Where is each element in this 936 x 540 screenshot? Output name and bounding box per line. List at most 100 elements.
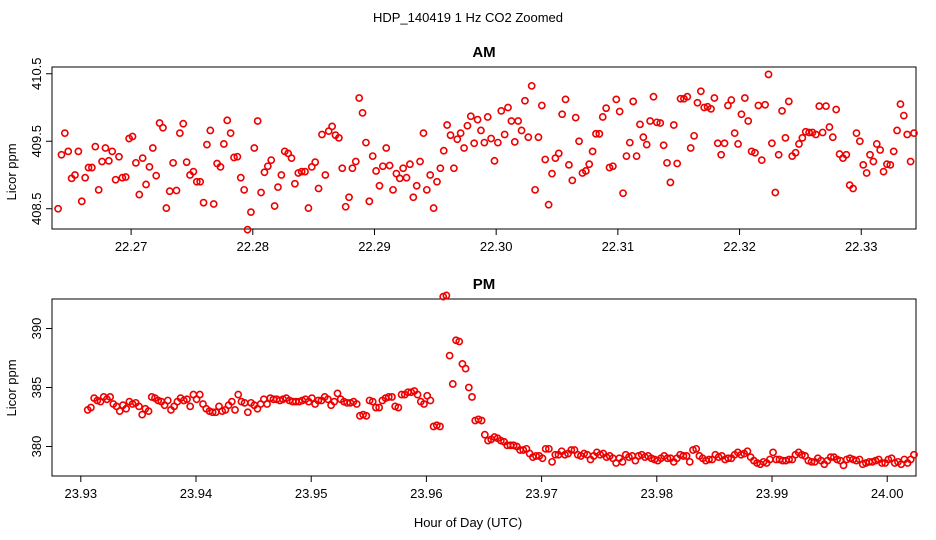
data-point bbox=[537, 101, 546, 110]
x-tick-label: 23.96 bbox=[410, 486, 443, 501]
y-tick-label: 380 bbox=[29, 436, 44, 458]
data-point bbox=[412, 181, 421, 190]
data-point bbox=[822, 102, 830, 111]
data-point bbox=[595, 129, 604, 138]
data-point bbox=[832, 105, 841, 114]
data-point bbox=[122, 404, 131, 413]
data-point bbox=[696, 87, 705, 96]
data-point bbox=[436, 422, 444, 431]
data-point bbox=[413, 390, 422, 399]
data-point bbox=[866, 150, 874, 159]
data-point bbox=[761, 100, 770, 109]
data-point bbox=[470, 139, 479, 148]
data-point bbox=[227, 397, 236, 406]
data-point bbox=[889, 147, 898, 156]
x-tick-label: 23.95 bbox=[295, 486, 328, 501]
data-point bbox=[514, 117, 523, 125]
data-point bbox=[477, 126, 485, 135]
data-point bbox=[206, 126, 215, 135]
data-point bbox=[575, 137, 583, 146]
data-point bbox=[785, 455, 793, 464]
panel-am-ylabel: Licor ppm bbox=[4, 143, 19, 200]
data-point bbox=[388, 393, 396, 401]
data-point bbox=[693, 98, 702, 107]
data-point bbox=[521, 96, 529, 105]
data-point bbox=[394, 403, 403, 412]
data-point bbox=[649, 92, 658, 101]
y-tick-label: 390 bbox=[29, 318, 44, 340]
panel-am: AM Licor ppm 22.27 22.28 22.29 22.30 22.31 22… bbox=[4, 44, 918, 254]
data-point bbox=[602, 104, 611, 113]
data-point bbox=[277, 171, 286, 179]
data-point bbox=[625, 138, 634, 147]
data-point bbox=[592, 129, 600, 138]
data-point bbox=[524, 133, 533, 142]
data-point bbox=[71, 171, 79, 179]
data-point bbox=[148, 144, 157, 152]
data-point bbox=[906, 157, 915, 166]
data-point bbox=[534, 133, 543, 142]
y-tick-label: 410.5 bbox=[29, 57, 44, 90]
data-point bbox=[798, 133, 807, 142]
data-point bbox=[612, 95, 621, 104]
data-point bbox=[903, 130, 912, 139]
data-point bbox=[362, 138, 370, 147]
data-point bbox=[724, 101, 732, 110]
x-axis-label: Hour of Day (UTC) bbox=[414, 515, 522, 530]
data-point bbox=[883, 160, 891, 169]
data-point bbox=[682, 452, 691, 460]
data-point bbox=[878, 459, 886, 467]
data-point bbox=[676, 94, 685, 103]
data-point bbox=[131, 158, 140, 167]
data-point bbox=[544, 444, 553, 453]
data-point bbox=[297, 167, 306, 176]
data-point bbox=[737, 110, 746, 119]
data-point bbox=[323, 395, 332, 404]
data-point bbox=[91, 142, 100, 151]
x-tick-label: 22.33 bbox=[845, 239, 878, 254]
data-point bbox=[720, 139, 729, 148]
data-point bbox=[115, 407, 124, 415]
data-point bbox=[219, 140, 228, 148]
data-point bbox=[81, 173, 90, 182]
data-point bbox=[493, 138, 502, 147]
data-point bbox=[531, 185, 539, 194]
data-point bbox=[541, 444, 550, 453]
data-point bbox=[382, 144, 391, 152]
data-point bbox=[717, 150, 726, 159]
data-point bbox=[751, 148, 759, 157]
data-point bbox=[548, 457, 556, 466]
data-point bbox=[527, 82, 536, 90]
y-tick-label: 385 bbox=[29, 377, 44, 399]
data-point bbox=[629, 97, 638, 106]
data-point bbox=[507, 117, 516, 125]
data-point bbox=[497, 106, 506, 115]
data-point bbox=[811, 130, 820, 139]
data-point bbox=[106, 393, 115, 401]
data-point bbox=[825, 123, 834, 131]
data-point bbox=[233, 152, 242, 161]
data-point bbox=[468, 393, 476, 401]
data-point bbox=[443, 121, 452, 129]
data-point bbox=[87, 403, 95, 412]
data-point bbox=[859, 160, 868, 169]
data-point bbox=[243, 408, 252, 417]
data-point bbox=[855, 137, 864, 146]
data-point bbox=[899, 111, 908, 120]
data-point bbox=[490, 156, 499, 165]
data-point bbox=[216, 162, 225, 171]
data-point bbox=[818, 128, 827, 137]
data-point bbox=[852, 129, 861, 138]
data-point bbox=[260, 168, 269, 177]
data-point bbox=[541, 155, 550, 164]
data-point bbox=[487, 134, 496, 143]
data-point bbox=[358, 109, 367, 117]
data-point bbox=[713, 139, 722, 148]
data-point bbox=[375, 403, 384, 412]
data-point bbox=[345, 193, 353, 202]
panel-pm-frame bbox=[51, 298, 917, 477]
data-point bbox=[730, 129, 739, 138]
data-point bbox=[111, 175, 120, 184]
data-point bbox=[368, 152, 377, 160]
data-point bbox=[619, 189, 627, 198]
